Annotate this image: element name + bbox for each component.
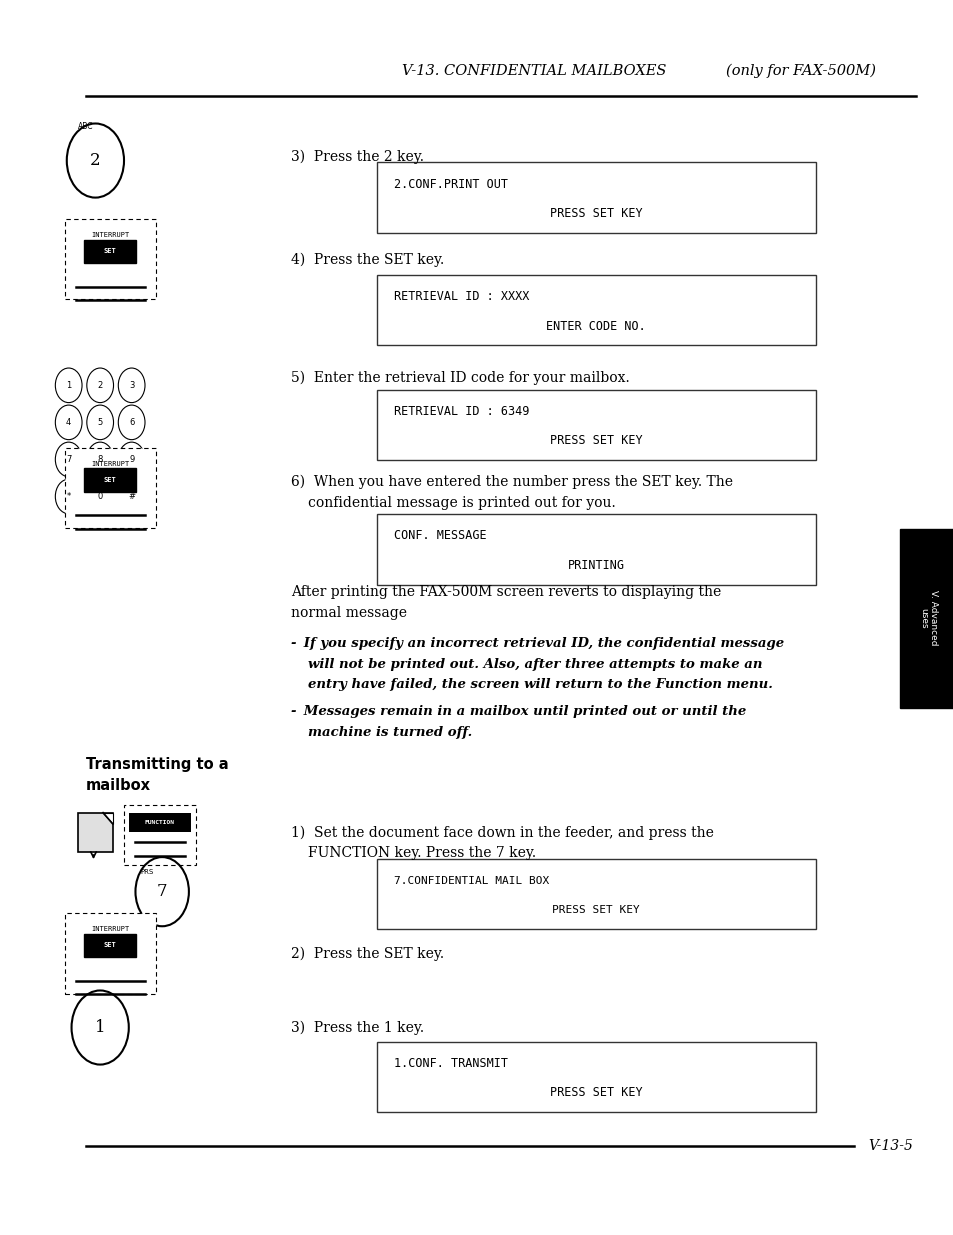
- Text: #: #: [128, 492, 135, 501]
- Text: SET: SET: [104, 248, 116, 254]
- Text: (only for FAX-500M): (only for FAX-500M): [725, 63, 876, 78]
- Text: confidential message is printed out for you.: confidential message is printed out for …: [308, 495, 616, 510]
- Text: 5)  Enter the retrieval ID code for your mailbox.: 5) Enter the retrieval ID code for your …: [291, 370, 629, 385]
- Text: PRESS SET KEY: PRESS SET KEY: [552, 905, 639, 915]
- FancyBboxPatch shape: [376, 514, 815, 584]
- Text: RETRIEVAL ID : 6349: RETRIEVAL ID : 6349: [394, 405, 529, 417]
- Bar: [899, 529, 953, 708]
- Text: PRESS SET KEY: PRESS SET KEY: [549, 435, 642, 447]
- Text: 9: 9: [129, 454, 134, 464]
- Text: V. Advanced
uses: V. Advanced uses: [918, 590, 938, 646]
- Text: 3)  Press the 2 key.: 3) Press the 2 key.: [291, 149, 423, 164]
- Text: 2.CONF.PRINT OUT: 2.CONF.PRINT OUT: [394, 178, 507, 190]
- Text: 5: 5: [97, 417, 103, 427]
- Text: 2: 2: [90, 152, 101, 169]
- Text: -  If you specify an incorrect retrieval ID, the confidential message: - If you specify an incorrect retrieval …: [291, 637, 783, 650]
- Text: *: *: [67, 492, 71, 501]
- FancyBboxPatch shape: [124, 805, 195, 864]
- FancyBboxPatch shape: [65, 220, 155, 300]
- Text: 8: 8: [97, 454, 103, 464]
- Text: 7.CONFIDENTIAL MAIL BOX: 7.CONFIDENTIAL MAIL BOX: [394, 876, 549, 885]
- Text: -  Messages remain in a mailbox until printed out or until the: - Messages remain in a mailbox until pri…: [291, 705, 745, 718]
- Bar: [84, 468, 136, 492]
- Text: Transmitting to a: Transmitting to a: [86, 757, 229, 772]
- Text: 7: 7: [66, 454, 71, 464]
- FancyBboxPatch shape: [376, 274, 815, 346]
- Text: FUNCTION: FUNCTION: [145, 820, 174, 825]
- Text: V-13-5: V-13-5: [867, 1139, 912, 1153]
- Text: 7: 7: [156, 883, 168, 900]
- FancyBboxPatch shape: [376, 1042, 815, 1112]
- Text: 1: 1: [94, 1019, 106, 1036]
- Text: 1)  Set the document face down in the feeder, and press the: 1) Set the document face down in the fee…: [291, 825, 713, 840]
- Text: 6: 6: [129, 417, 134, 427]
- Text: V-13. CONFIDENTIAL MAILBOXES: V-13. CONFIDENTIAL MAILBOXES: [401, 64, 666, 78]
- Text: 2: 2: [97, 380, 103, 390]
- Text: ENTER CODE NO.: ENTER CODE NO.: [546, 320, 645, 332]
- Text: machine is turned off.: machine is turned off.: [308, 726, 472, 739]
- Text: PRESS SET KEY: PRESS SET KEY: [549, 1087, 642, 1099]
- Text: 4)  Press the SET key.: 4) Press the SET key.: [291, 252, 444, 267]
- Text: PRINTING: PRINTING: [567, 559, 624, 572]
- Text: will not be printed out. Also, after three attempts to make an: will not be printed out. Also, after thr…: [308, 658, 761, 671]
- Text: 0: 0: [97, 492, 103, 501]
- Text: INTERRUPT: INTERRUPT: [91, 926, 130, 932]
- Text: 1.CONF. TRANSMIT: 1.CONF. TRANSMIT: [394, 1057, 507, 1070]
- Text: mailbox: mailbox: [86, 778, 151, 793]
- Bar: [129, 813, 191, 832]
- FancyBboxPatch shape: [376, 389, 815, 459]
- FancyBboxPatch shape: [376, 860, 815, 929]
- Text: 4: 4: [66, 417, 71, 427]
- Text: SET: SET: [104, 477, 116, 483]
- Text: 3)  Press the 1 key.: 3) Press the 1 key.: [291, 1020, 424, 1035]
- Text: entry have failed, the screen will return to the Function menu.: entry have failed, the screen will retur…: [308, 678, 772, 690]
- Text: 2)  Press the SET key.: 2) Press the SET key.: [291, 946, 444, 961]
- FancyBboxPatch shape: [65, 914, 155, 993]
- Polygon shape: [78, 813, 112, 852]
- Text: INTERRUPT: INTERRUPT: [91, 461, 130, 467]
- Text: CONF. MESSAGE: CONF. MESSAGE: [394, 530, 486, 542]
- FancyBboxPatch shape: [65, 448, 155, 529]
- Text: After printing the FAX-500M screen reverts to displaying the: After printing the FAX-500M screen rever…: [291, 584, 720, 599]
- Text: SET: SET: [104, 942, 116, 948]
- Text: PRESS SET KEY: PRESS SET KEY: [549, 207, 642, 220]
- Text: ABC: ABC: [78, 122, 93, 131]
- Text: INTERRUPT: INTERRUPT: [91, 232, 130, 238]
- Text: FUNCTION key. Press the 7 key.: FUNCTION key. Press the 7 key.: [308, 846, 536, 861]
- Text: PRS: PRS: [140, 869, 153, 874]
- Text: RETRIEVAL ID : XXXX: RETRIEVAL ID : XXXX: [394, 290, 529, 303]
- Text: 6)  When you have entered the number press the SET key. The: 6) When you have entered the number pres…: [291, 474, 732, 489]
- Text: 1: 1: [66, 380, 71, 390]
- Bar: [84, 934, 136, 957]
- Text: normal message: normal message: [291, 605, 407, 620]
- Text: 3: 3: [129, 380, 134, 390]
- Bar: [84, 240, 136, 263]
- FancyBboxPatch shape: [376, 162, 815, 232]
- Polygon shape: [103, 813, 112, 824]
